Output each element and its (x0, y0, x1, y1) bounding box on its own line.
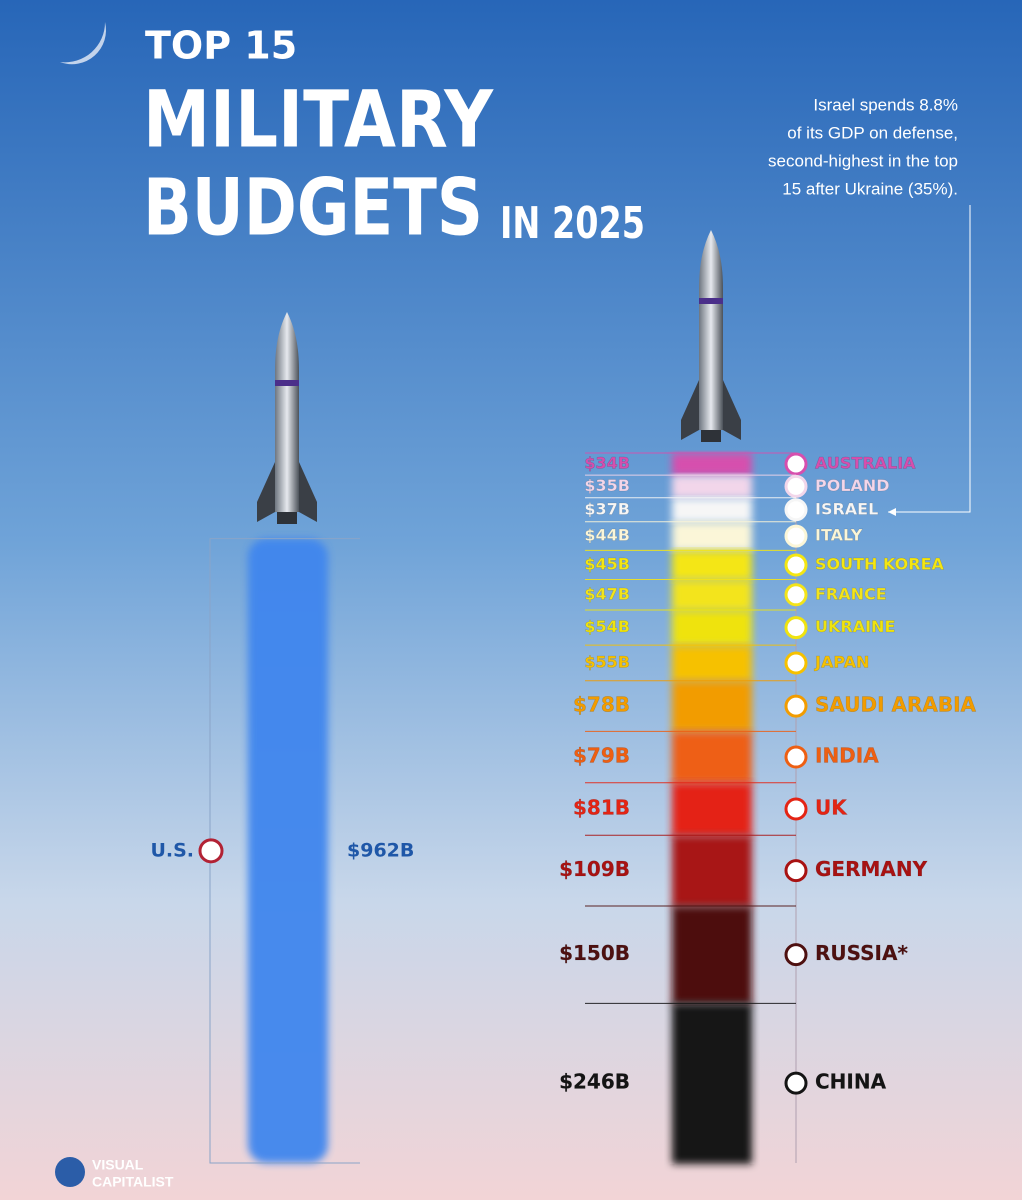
bar-segment (672, 1003, 752, 1164)
flag (784, 474, 808, 498)
brand: CAPITALIST (92, 1174, 174, 1190)
value-label: $78B (573, 693, 630, 717)
annotation: Israel spends 8.8% (813, 95, 958, 114)
value-label: $150B (559, 941, 630, 965)
brand: VISUAL (92, 1157, 144, 1173)
logo-icon (55, 1157, 85, 1187)
flag (784, 1071, 808, 1095)
bar-segment (672, 453, 752, 477)
flag (784, 651, 808, 675)
value-label: $44B (584, 526, 630, 545)
annotation: second-highest in the top (768, 151, 958, 170)
category-label: FRANCE (815, 584, 887, 603)
annotation: of its GDP on defense, (787, 123, 958, 142)
arrow-head (888, 508, 896, 516)
value-label: $55B (584, 652, 630, 671)
value-label: $47B (584, 584, 630, 603)
flag (784, 524, 808, 548)
title-suffix: IN 2025 (500, 198, 645, 249)
value-label: $37B (584, 499, 630, 518)
value-label: $45B (584, 554, 630, 573)
value-label: $54B (584, 617, 630, 636)
title-line: BUDGETS (143, 163, 483, 253)
flag (784, 745, 808, 769)
flag (784, 797, 808, 821)
flag (784, 859, 808, 883)
flag (198, 838, 224, 864)
bar-segment (672, 610, 752, 647)
title-top: TOP 15 (145, 24, 297, 68)
value-label: $109B (559, 857, 630, 881)
category-label: UKRAINE (815, 617, 895, 636)
category-label: ISRAEL (815, 499, 878, 518)
category-label: U.S. (150, 839, 194, 861)
value-label: $79B (573, 744, 630, 768)
category-label: AUSTRALIA (815, 454, 916, 473)
bar-segment (672, 905, 752, 1005)
category-label: SAUDI ARABIA (815, 693, 977, 717)
annotation: 15 after Ukraine (35%). (782, 179, 958, 198)
category-label: CHINA (815, 1070, 887, 1094)
value-label: $81B (573, 795, 630, 819)
bar-segment (672, 550, 752, 581)
value-label: $34B (584, 454, 630, 473)
moon (60, 22, 107, 65)
bar-segment (672, 521, 752, 552)
category-label: RUSSIA* (815, 941, 908, 965)
category-label: ITALY (815, 526, 863, 545)
bar-segment (672, 475, 752, 499)
value-label: $35B (584, 476, 630, 495)
flag (784, 498, 808, 522)
bar-segment (672, 645, 752, 682)
flag (784, 553, 808, 577)
bar-segment (672, 782, 752, 837)
flag (784, 616, 808, 640)
category-label: GERMANY (815, 857, 928, 881)
title-line: MILITARY (143, 75, 494, 165)
annotation-arrow (888, 205, 971, 513)
bar-segment (672, 731, 752, 784)
category-label: JAPAN (814, 652, 869, 671)
bar (248, 538, 328, 1163)
flag (784, 943, 808, 967)
value-label: $246B (559, 1070, 630, 1094)
bar-segment (672, 579, 752, 612)
value-label: $962B (347, 839, 414, 861)
category-label: UK (815, 795, 848, 819)
flag (784, 452, 808, 476)
category-label: POLAND (815, 476, 890, 495)
bar-segment (672, 680, 752, 733)
flag (784, 583, 808, 607)
flag (784, 694, 808, 718)
bar-segment (672, 835, 752, 907)
category-label: SOUTH KOREA (815, 554, 945, 573)
bar-segment (672, 497, 752, 523)
category-label: INDIA (815, 744, 879, 768)
